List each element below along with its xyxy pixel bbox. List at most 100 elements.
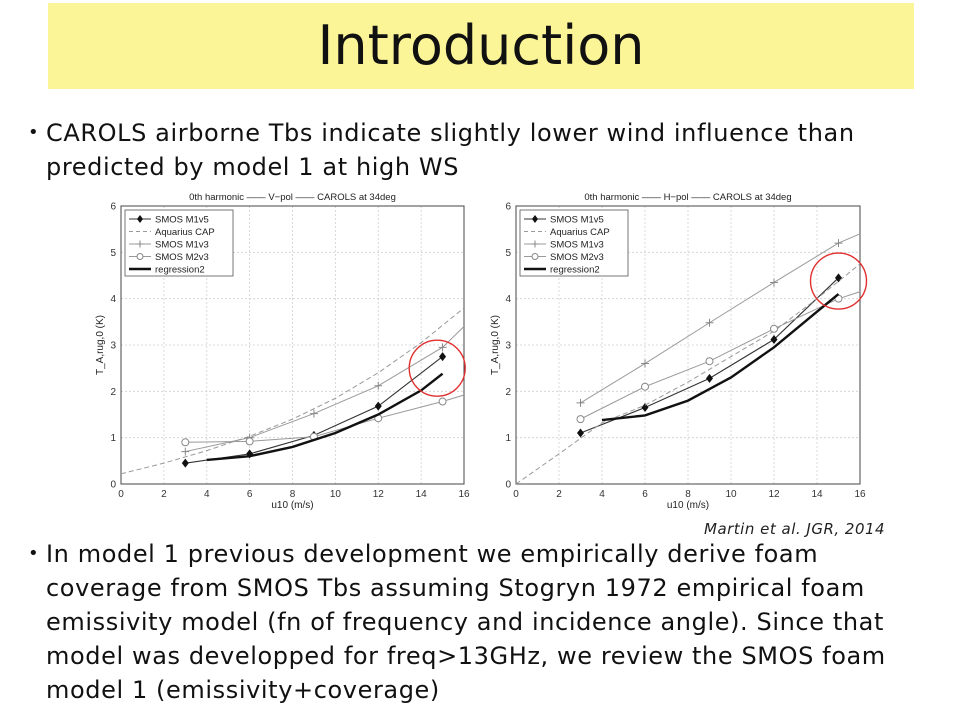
data-point-plus (576, 398, 585, 407)
x-axis-label: u10 (m/s) (271, 500, 313, 510)
legend-label: SMOS M1v5 (550, 215, 604, 226)
chart-title: 0th harmonic —— H−pol —— CAROLS at 34deg (584, 192, 791, 203)
legend-label: SMOS M1v3 (550, 240, 604, 251)
y-tick-label: 2 (110, 387, 116, 398)
data-point-plus (641, 359, 649, 368)
x-tick-label: 14 (811, 489, 823, 500)
data-point-diamond (577, 428, 584, 438)
x-tick-label: 8 (290, 489, 296, 500)
x-tick-label: 14 (416, 489, 428, 500)
series-line-thick (206, 372, 444, 462)
title-banner: Introduction (48, 3, 914, 89)
legend-label: SMOS M1v3 (155, 240, 209, 251)
legend-marker-diamond (532, 215, 538, 223)
y-axis-label: T_A,rug,0 (K) (490, 315, 501, 375)
data-point-circle (245, 437, 254, 446)
y-tick-label: 3 (505, 341, 511, 352)
legend-marker-circle (531, 253, 539, 260)
legend-box (519, 209, 629, 277)
data-point-diamond (835, 273, 842, 283)
y-tick-label: 0 (505, 480, 511, 491)
plot-frame (120, 205, 465, 485)
data-point-diamond (641, 403, 649, 413)
legend-marker-diamond (137, 215, 143, 223)
data-point-circle (181, 438, 190, 447)
x-tick-label: 10 (725, 489, 737, 500)
legend-marker-plus (531, 240, 539, 248)
series-line-plus (185, 326, 465, 453)
x-tick-label: 10 (330, 489, 342, 500)
x-tick-label: 0 (513, 489, 519, 500)
x-tick-label: 0 (118, 489, 124, 500)
data-point-plus (834, 239, 843, 248)
series-line-plus (580, 233, 861, 404)
x-tick-label: 16 (458, 489, 470, 500)
legend-label: SMOS M2v3 (155, 252, 209, 263)
x-tick-label: 16 (854, 489, 866, 500)
y-tick-label: 1 (505, 433, 511, 444)
legend-label: regression2 (155, 265, 205, 276)
data-point-plus (309, 409, 318, 418)
legend-label: SMOS M2v3 (550, 252, 604, 263)
y-tick-label: 5 (505, 248, 511, 259)
chart-title: 0th harmonic —— V−pol —— CAROLS at 34deg (189, 192, 396, 203)
y-tick-label: 6 (110, 202, 116, 213)
y-tick-label: 4 (110, 294, 116, 305)
data-point-plus (181, 447, 190, 456)
data-point-diamond (706, 373, 713, 383)
bullet-dot: • (28, 543, 39, 564)
data-point-circle (770, 324, 778, 333)
legend-label: regression2 (550, 265, 600, 276)
legend-marker-plus (136, 240, 144, 248)
page-title: Introduction (317, 14, 645, 77)
y-tick-label: 6 (505, 202, 511, 213)
x-tick-label: 8 (685, 489, 691, 500)
highlight-circle (408, 339, 466, 397)
x-tick-label: 12 (768, 489, 780, 500)
x-tick-label: 12 (373, 489, 385, 500)
bullet-text: In model 1 previous development we empir… (46, 540, 886, 704)
series-line-diamond (580, 277, 839, 434)
y-tick-label: 3 (110, 341, 116, 352)
series-line-dashed (515, 263, 861, 485)
x-axis-label: u10 (m/s) (667, 500, 709, 510)
x-tick-label: 4 (599, 489, 605, 500)
data-point-circle (576, 415, 585, 424)
bullet-text: CAROLS airborne Tbs indicate slightly lo… (46, 119, 855, 181)
y-tick-label: 5 (110, 248, 116, 259)
plot-frame (515, 205, 861, 485)
series-line-circle (185, 394, 465, 443)
legend-box (124, 209, 234, 277)
x-tick-label: 4 (204, 489, 210, 500)
legend-label: Aquarius CAP (550, 227, 610, 238)
series-line-thick (601, 293, 840, 422)
data-point-diamond (374, 401, 382, 411)
x-tick-label: 2 (161, 489, 167, 500)
y-tick-label: 2 (505, 387, 511, 398)
y-tick-label: 0 (110, 480, 116, 491)
y-tick-label: 1 (110, 433, 116, 444)
data-point-plus (770, 278, 778, 287)
legend-label: Aquarius CAP (155, 227, 215, 238)
x-tick-label: 2 (556, 489, 562, 500)
bullet-dot: • (28, 122, 39, 143)
data-point-diamond (439, 352, 447, 362)
data-point-plus (374, 381, 383, 390)
y-tick-label: 4 (505, 294, 511, 305)
data-point-plus (438, 343, 447, 352)
data-point-circle (438, 397, 447, 406)
legend-marker-circle (136, 253, 144, 260)
data-point-circle (705, 357, 714, 366)
series-line-dashed (120, 307, 465, 475)
highlight-circle (809, 252, 868, 310)
data-point-diamond (181, 458, 189, 468)
citation: Martin et al. JGR, 2014 (704, 520, 886, 538)
data-point-diamond (770, 334, 778, 344)
legend-label: SMOS M1v5 (155, 215, 209, 226)
x-tick-label: 6 (642, 489, 648, 500)
data-point-plus (705, 318, 714, 327)
data-point-circle (641, 382, 649, 391)
y-axis-label: T_A,rug,0 (K) (95, 315, 106, 375)
